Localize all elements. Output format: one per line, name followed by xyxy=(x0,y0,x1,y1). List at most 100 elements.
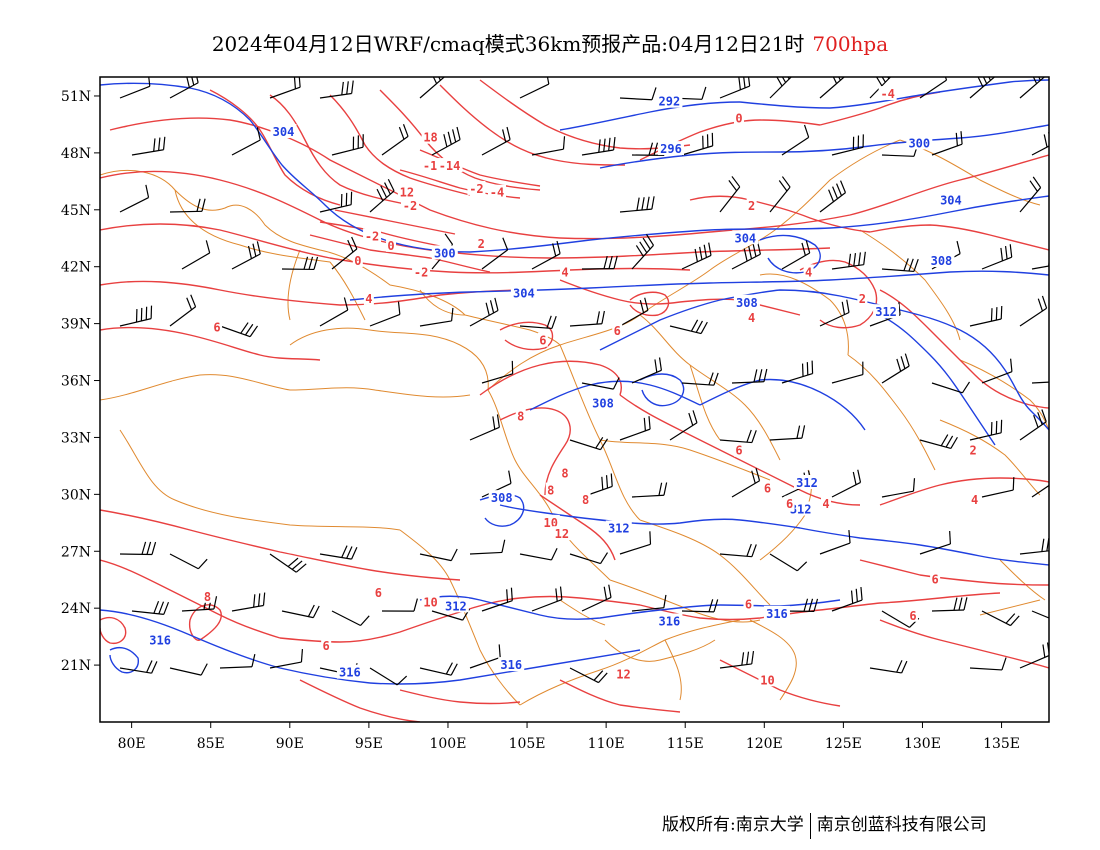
wind-barb xyxy=(1019,176,1042,213)
wind-barb xyxy=(481,126,511,156)
wind-barb xyxy=(769,77,793,99)
wind-barb xyxy=(1019,77,1045,99)
contour-label-background xyxy=(386,237,397,252)
wind-barb-shaft xyxy=(431,610,463,621)
height-contours xyxy=(100,79,1049,685)
wind-barb-shaft xyxy=(469,426,500,441)
wind-barb-shaft xyxy=(169,553,199,570)
map-title-main: 2024年04月12日WRF/cmaq模式36km预报产品:04月12日21时 xyxy=(211,32,805,56)
wind-barb-feather xyxy=(450,307,454,321)
wind-barb-shaft xyxy=(969,667,1002,671)
wind-barb-shaft xyxy=(569,667,599,684)
temperature-contour-label: 0 xyxy=(735,112,742,126)
wind-barb xyxy=(819,77,845,99)
wind-barb xyxy=(631,482,668,498)
wind-barb-feather xyxy=(347,239,354,253)
wind-barb-feather xyxy=(781,77,787,83)
wind-barb-shaft xyxy=(969,77,995,99)
lon-tick-label: 100E xyxy=(429,736,466,752)
wind-barb-feather xyxy=(450,663,458,676)
wind-barb-feather xyxy=(649,531,652,545)
contour-label-background xyxy=(270,124,297,139)
wind-barb-feather xyxy=(444,233,454,245)
wind-barb-feather xyxy=(380,185,388,198)
wind-barb-feather xyxy=(1054,467,1058,479)
temperature-contour-label: 10 xyxy=(423,595,437,609)
footer-divider xyxy=(809,812,811,839)
wind-barb-shaft xyxy=(769,553,798,572)
wind-barb-feather xyxy=(559,586,563,600)
wind-barb-feather xyxy=(694,248,698,262)
boundary-lines xyxy=(100,139,1049,706)
wind-barb-feather xyxy=(1043,134,1048,148)
contour-label-background xyxy=(746,309,757,324)
wind-barb xyxy=(519,315,557,330)
wind-barb-feather xyxy=(163,601,170,615)
wind-barb-shaft xyxy=(119,85,151,99)
wind-barb-shaft xyxy=(619,428,651,441)
wind-barb xyxy=(719,77,751,99)
wind-barb-feather xyxy=(489,300,495,314)
wind-barb xyxy=(919,434,958,450)
wind-barb-feather xyxy=(653,142,659,156)
wind-barb xyxy=(469,644,501,669)
wind-barb-shaft xyxy=(219,666,252,669)
wind-barb-feather xyxy=(1062,613,1070,623)
lat-tick-label: 51N xyxy=(61,89,91,105)
wind-barb-shaft xyxy=(719,439,752,444)
wind-barb-feather xyxy=(846,299,850,313)
wind-barb-feather xyxy=(695,320,703,333)
wind-barb xyxy=(769,176,791,213)
wind-barb xyxy=(369,667,408,686)
wind-barb xyxy=(369,301,401,327)
wind-barb-feather xyxy=(295,563,307,573)
wind-barb-feather xyxy=(699,246,703,260)
wind-barb-feather xyxy=(863,251,866,265)
temperature-contour-label: 4 xyxy=(561,265,568,279)
wind-barb-shaft xyxy=(519,325,552,330)
wind-barb-shaft xyxy=(1019,187,1042,213)
wind-barb-feather xyxy=(896,358,902,372)
wind-barb-feather xyxy=(450,548,458,561)
temperature-contour-label: 4 xyxy=(805,265,812,279)
contour-label-background xyxy=(421,129,440,144)
wind-barb-feather xyxy=(645,234,655,246)
wind-barb-feather xyxy=(751,430,757,443)
wind-barb-shaft xyxy=(881,610,910,628)
wind-barb xyxy=(619,297,649,327)
wind-barb-feather xyxy=(781,176,791,188)
wind-barb-shaft xyxy=(331,610,361,627)
wind-barb-shaft xyxy=(319,309,349,327)
wind-barb-shaft xyxy=(119,197,149,213)
wind-barb-shaft xyxy=(769,186,791,213)
contour-label-background xyxy=(510,285,537,300)
wind-barb-shaft xyxy=(631,494,664,498)
temperature-contour-label: 6 xyxy=(213,320,220,334)
height-contour-label: 304 xyxy=(940,193,962,207)
contour-label-background xyxy=(560,465,571,480)
wind-barb-feather xyxy=(601,310,605,324)
contour-label-background xyxy=(857,290,868,305)
wind-barb-feather xyxy=(501,539,506,553)
height-contour-label: 300 xyxy=(908,136,930,150)
wind-barb xyxy=(381,124,409,156)
wind-barb xyxy=(931,597,968,612)
wind-barb-feather xyxy=(836,183,843,196)
wind-barb-shaft xyxy=(481,373,513,384)
wind-barb-shaft xyxy=(231,253,261,270)
wind-barb-shaft xyxy=(719,186,741,213)
contour-label-background xyxy=(487,184,506,199)
wind-barb-shaft xyxy=(819,77,845,99)
wind-barb-shaft xyxy=(1019,550,1049,555)
wind-barb xyxy=(819,180,847,213)
wind-barb-feather xyxy=(805,240,811,254)
wind-barb xyxy=(831,251,866,270)
temperature-contour-label: 6 xyxy=(375,586,382,600)
lon-tick-label: 120E xyxy=(746,736,783,752)
wind-barb-shaft xyxy=(981,489,1014,498)
wind-barb-feather xyxy=(763,368,768,382)
wind-barb-shaft xyxy=(1019,421,1047,441)
height-contour-label: 300 xyxy=(434,246,456,260)
wind-barb-shaft xyxy=(831,481,861,498)
wind-barb-shaft xyxy=(369,667,398,686)
